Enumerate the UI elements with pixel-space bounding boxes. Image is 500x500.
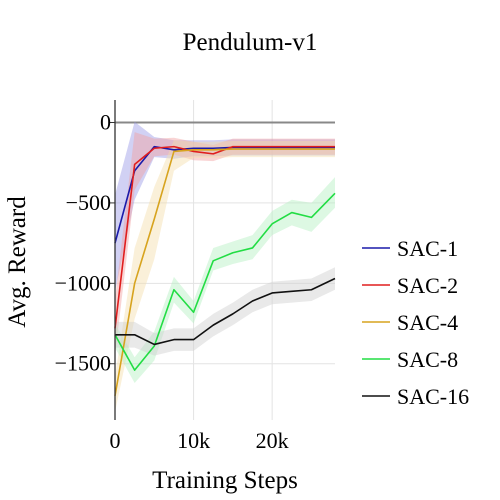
series-band: [115, 267, 335, 356]
series-line: [114, 145, 335, 329]
legend-label: SAC-2: [397, 273, 458, 298]
series-line: [115, 277, 336, 346]
y-tick-label: −1000: [55, 270, 111, 295]
series-band: [115, 132, 335, 356]
y-tick-label: −500: [66, 190, 111, 215]
x-tick-label: 20k: [256, 428, 289, 453]
legend: SAC-1 SAC-2 SAC-4 SAC-8 SAC-16: [362, 236, 469, 409]
x-tick-label: 10k: [177, 428, 210, 453]
legend-label: SAC-1: [397, 236, 458, 261]
y-axis-label: Avg. Reward: [4, 196, 31, 328]
tick-labels: 0 10k 20k 0 −500 −1000 −1500: [55, 110, 289, 453]
chart-title: Pendulum-v1: [183, 29, 318, 56]
y-tick-label: 0: [100, 110, 111, 135]
series-band: [115, 140, 335, 412]
series-band: [115, 177, 335, 384]
legend-label: SAC-16: [397, 384, 469, 409]
grid: [115, 100, 335, 420]
confidence-bands: [115, 121, 335, 412]
legend-label: SAC-8: [397, 347, 458, 372]
series-lines: [114, 145, 336, 397]
series-band: [115, 121, 335, 292]
x-axis-label: Training Steps: [152, 467, 298, 494]
legend-label: SAC-4: [397, 310, 458, 335]
x-tick-label: 0: [110, 428, 121, 453]
y-tick-label: −1500: [55, 351, 111, 376]
series-line: [114, 148, 335, 397]
axes: [110, 100, 116, 420]
series-line: [114, 192, 336, 371]
